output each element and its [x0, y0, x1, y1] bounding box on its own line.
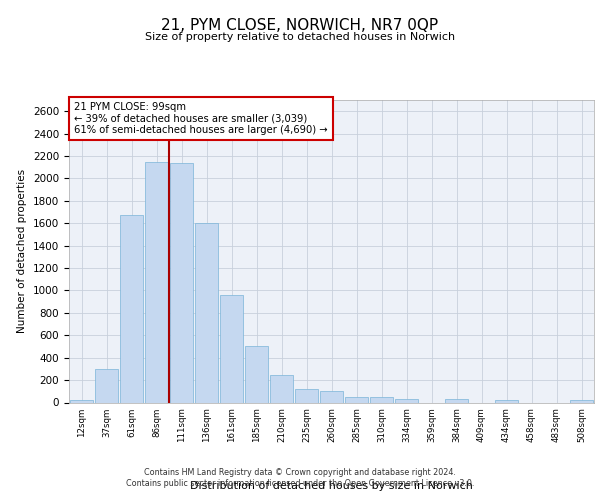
Bar — [220, 295, 243, 403]
Bar — [495, 400, 518, 402]
Text: 21 PYM CLOSE: 99sqm
← 39% of detached houses are smaller (3,039)
61% of semi-det: 21 PYM CLOSE: 99sqm ← 39% of detached ho… — [74, 102, 328, 134]
Bar — [445, 399, 468, 402]
Bar — [95, 369, 118, 402]
Bar — [345, 397, 368, 402]
Bar — [70, 400, 93, 402]
Bar — [120, 216, 143, 402]
Bar — [295, 389, 318, 402]
Text: 21, PYM CLOSE, NORWICH, NR7 0QP: 21, PYM CLOSE, NORWICH, NR7 0QP — [161, 18, 439, 32]
Text: Contains HM Land Registry data © Crown copyright and database right 2024.
Contai: Contains HM Land Registry data © Crown c… — [126, 468, 474, 487]
Bar — [170, 162, 193, 402]
Bar — [320, 392, 343, 402]
X-axis label: Distribution of detached houses by size in Norwich: Distribution of detached houses by size … — [190, 481, 473, 491]
Bar — [270, 375, 293, 402]
Bar — [370, 397, 393, 402]
Bar — [145, 162, 168, 402]
Text: Size of property relative to detached houses in Norwich: Size of property relative to detached ho… — [145, 32, 455, 42]
Y-axis label: Number of detached properties: Number of detached properties — [17, 169, 28, 334]
Bar — [570, 400, 593, 402]
Bar — [395, 398, 418, 402]
Bar — [195, 223, 218, 402]
Bar — [245, 346, 268, 403]
